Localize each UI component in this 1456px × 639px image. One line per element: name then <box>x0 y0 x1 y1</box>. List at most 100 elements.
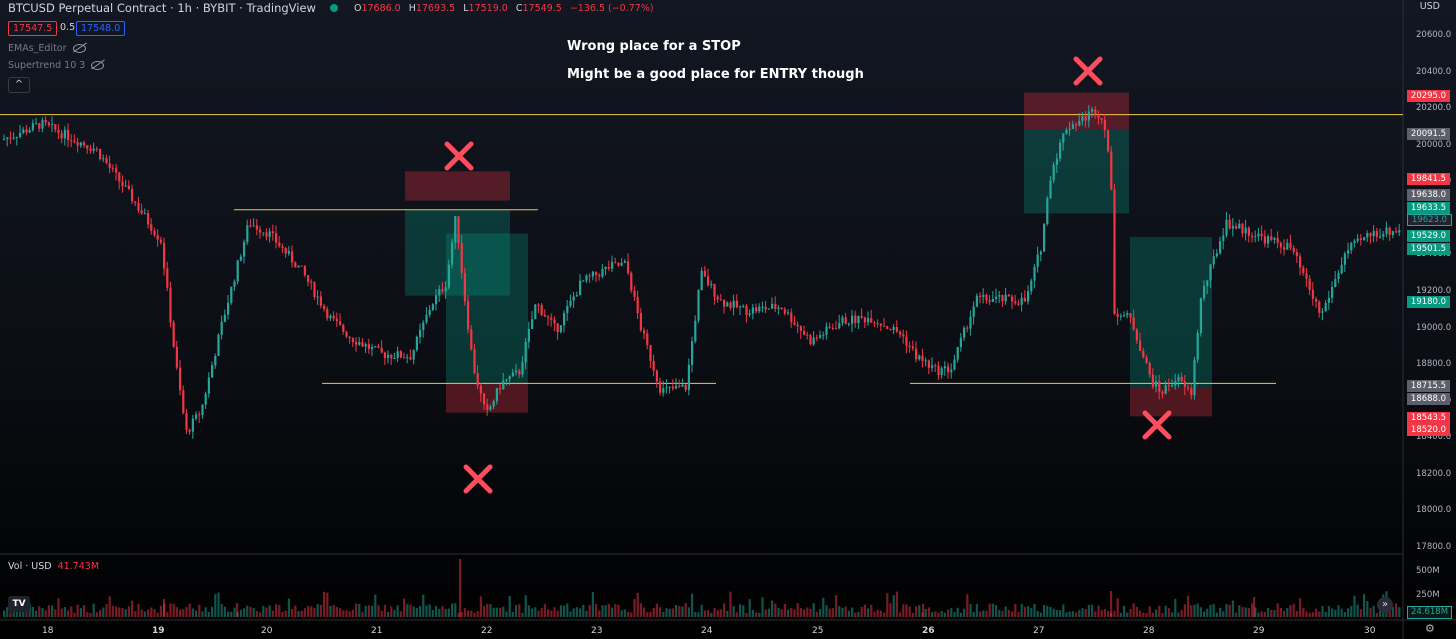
candle-body <box>217 334 220 356</box>
candle-body <box>201 404 204 415</box>
time-label: 24 <box>701 626 713 636</box>
volume-bar <box>780 609 783 617</box>
candle-body <box>9 137 12 139</box>
volume-bar <box>579 608 582 617</box>
candle-body <box>969 316 972 329</box>
volume-bar <box>748 599 751 617</box>
volume-bar <box>985 610 988 617</box>
buy-button[interactable]: 17548.0 <box>76 21 126 36</box>
candle-body <box>441 289 444 292</box>
volume-bar <box>1174 598 1177 617</box>
volume-value: 41.743M <box>57 561 100 572</box>
candle-body <box>1103 119 1106 131</box>
candle-body <box>166 268 169 288</box>
candle-body <box>1340 264 1343 274</box>
currency-label[interactable]: USD <box>1419 1 1440 12</box>
volume-bar <box>550 610 553 617</box>
volume-bar <box>1161 612 1164 617</box>
candle-body <box>31 123 34 130</box>
indicator-supertrend[interactable]: Supertrend 10 3 <box>8 60 105 71</box>
volume-bar <box>1065 612 1068 617</box>
volume-bar <box>851 607 854 617</box>
candle-body <box>1078 120 1081 126</box>
candle-body <box>236 260 239 282</box>
candle-body <box>339 321 342 325</box>
candle-body <box>1382 234 1385 237</box>
volume-bar <box>537 610 540 617</box>
volume-bar <box>787 609 790 617</box>
volume-bar <box>1244 607 1247 617</box>
volume-bar <box>396 605 399 617</box>
candle-body <box>857 316 860 324</box>
candle-body <box>937 365 940 376</box>
volume-bar <box>1068 611 1071 617</box>
candle-body <box>198 414 201 416</box>
price-tick: 20400.0 <box>1416 66 1452 77</box>
volume-bar <box>588 604 591 617</box>
candle-body <box>1251 235 1254 238</box>
eye-hidden-icon[interactable] <box>72 44 86 53</box>
volume-bar <box>819 609 822 617</box>
candle-body <box>1260 233 1263 237</box>
volume-bar <box>28 603 31 617</box>
candle-body <box>1238 223 1241 229</box>
time-label: 20 <box>261 626 273 636</box>
candle-body <box>467 301 470 330</box>
eye-hidden-icon[interactable] <box>91 61 105 70</box>
tradingview-logo[interactable]: TV <box>8 596 30 612</box>
candle-body <box>828 326 831 328</box>
candle-body <box>1375 230 1378 237</box>
volume-bar <box>230 611 233 617</box>
candle-body <box>1228 219 1231 229</box>
volume-bar <box>515 605 518 617</box>
volume-bar <box>902 604 905 617</box>
candle-body <box>1257 233 1260 237</box>
candle-body <box>233 281 236 287</box>
candle-body <box>1068 128 1071 130</box>
candle-body <box>86 145 89 149</box>
volume-bar <box>387 612 390 617</box>
candle-body <box>883 325 886 327</box>
volume-bar <box>799 608 802 617</box>
volume-bar <box>134 611 137 617</box>
volume-bar <box>239 609 242 617</box>
candle-body <box>1283 247 1286 250</box>
candle-body <box>1119 315 1122 317</box>
candle-body <box>1033 266 1036 281</box>
volume-bar <box>726 610 729 617</box>
volume-bar <box>1340 608 1343 617</box>
candle-body <box>6 137 9 140</box>
volume-bar <box>278 605 281 617</box>
volume-bar <box>255 610 258 617</box>
candle-body <box>1299 256 1302 268</box>
candle-body <box>383 352 386 359</box>
volume-bar <box>835 595 838 617</box>
candle-body <box>681 384 684 387</box>
candle-body <box>1100 118 1103 120</box>
volume-bar <box>76 604 79 617</box>
candle-body <box>262 232 265 234</box>
indicator-emas[interactable]: EMAs_Editor <box>8 43 86 54</box>
volume-bar <box>694 611 697 617</box>
candle-body <box>287 251 290 254</box>
candle-body <box>995 296 998 300</box>
gear-icon[interactable]: ⚙ <box>1425 622 1435 635</box>
chevron-up-icon[interactable]: ^ <box>8 77 30 93</box>
volume-bar <box>1062 604 1065 617</box>
candle-body <box>332 315 335 319</box>
volume-bar <box>566 603 569 617</box>
scroll-to-realtime-button[interactable]: » <box>1377 597 1393 613</box>
volume-bar <box>54 609 57 617</box>
volume-bar <box>969 604 972 617</box>
candle-body <box>1334 279 1337 288</box>
symbol-title[interactable]: BTCUSD Perpetual Contract · 1h · BYBIT ·… <box>8 1 316 15</box>
candle-body <box>118 172 121 182</box>
candle-body <box>505 379 508 381</box>
sell-button[interactable]: 17547.5 <box>8 21 58 36</box>
volume-bar <box>175 607 178 617</box>
volume-bar <box>335 607 338 617</box>
candle-body <box>150 224 153 231</box>
time-label: 22 <box>481 626 493 636</box>
candle-body <box>307 275 310 282</box>
